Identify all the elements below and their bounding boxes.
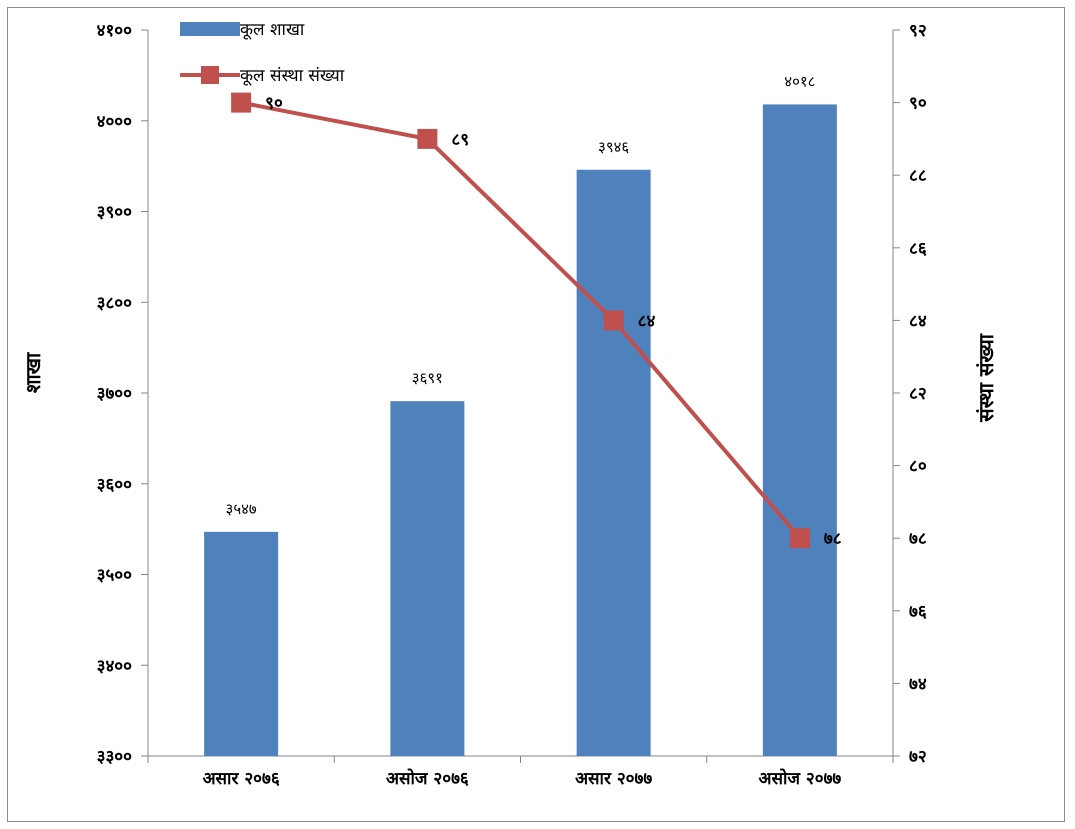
y-left-axis-title: शाखा [21, 352, 45, 393]
bars [204, 104, 837, 757]
axes: ३३०० ३४०० ३५०० ३६०० ३७०० ३८०० ३९०० ४००० ४१०० ७२ ७४… [21, 21, 998, 789]
x-tick-label: असोज २०७६ [386, 768, 469, 789]
left-tick-label: ३५०० [97, 566, 133, 586]
bar-value-label: ३६९१ [412, 369, 443, 387]
legend-line-label: कूल संस्था संख्या [240, 66, 345, 86]
right-tick-label: ८२ [909, 384, 927, 404]
legend-line-marker [201, 66, 219, 84]
data-labels: ३५४७ ३६९१ ३९४६ ४०१८ ९० ८९ ८४ ७८ [226, 72, 842, 549]
bar [390, 401, 465, 756]
combo-chart: ३३०० ३४०० ३५०० ३६०० ३७०० ३८०० ३९०० ४००० ४१०० ७२ ७४… [21, 20, 998, 789]
bar [576, 169, 651, 756]
bar [204, 531, 279, 756]
right-tick-label: ८६ [909, 239, 927, 259]
y-right-axis-title: संस्था संख्या [974, 333, 998, 423]
left-tick-label: ३७०० [97, 384, 133, 404]
x-tick-label: असोज २०७७ [758, 768, 841, 789]
left-tick-label: ३९०० [97, 203, 133, 223]
bar-value-label: ३५४७ [226, 500, 257, 518]
left-tick-label: ३६०० [97, 475, 133, 495]
right-tick-label: ८० [909, 457, 927, 477]
right-tick-label: ७८ [909, 529, 927, 549]
right-tick-label: ८४ [909, 311, 927, 331]
x-tick-label: असार २०७७ [575, 769, 652, 789]
line-point-marker [231, 92, 252, 113]
line-point-marker [417, 128, 438, 149]
legend-bar-swatch [180, 22, 240, 36]
line-value-label: ७८ [824, 529, 842, 549]
left-tick-label: ३८०० [97, 293, 133, 313]
legend-bar-label: कूल शाखा [240, 20, 305, 40]
legend: कूल शाखा कूल संस्था संख्या [180, 20, 345, 86]
left-tick-label: ३४०० [97, 656, 133, 676]
left-tick-label: ४००० [97, 112, 133, 132]
left-tick-label: ४१०० [97, 21, 133, 41]
line-point-marker [789, 528, 810, 549]
right-tick-label: ७२ [909, 747, 927, 767]
line-series [231, 92, 810, 549]
right-tick-label: ९० [909, 94, 927, 114]
line-value-label: ८९ [451, 130, 469, 150]
chart-frame: ३३०० ३४०० ३५०० ३६०० ३७०० ३८०० ३९०० ४००० ४१०० ७२ ७४… [7, 7, 1065, 822]
right-tick-label: ७६ [909, 602, 927, 622]
right-tick-label: ९२ [909, 21, 927, 41]
line-value-label: ९० [265, 94, 283, 114]
bar-value-label: ३९४६ [598, 138, 629, 156]
left-tick-label: ३३०० [97, 747, 133, 767]
right-tick-label: ८८ [909, 166, 927, 186]
x-tick-label: असार २०७६ [203, 769, 280, 789]
bar [762, 104, 837, 757]
line-value-label: ८४ [638, 311, 656, 331]
line-path [240, 100, 802, 540]
bar-value-label: ४०१८ [784, 72, 815, 90]
line-point-marker [603, 310, 624, 331]
right-tick-label: ७४ [909, 674, 927, 694]
